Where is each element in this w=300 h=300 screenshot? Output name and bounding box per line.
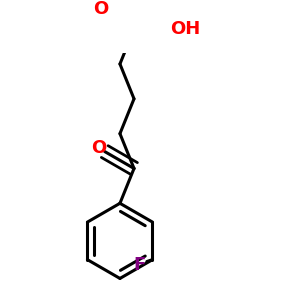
Text: O: O	[92, 139, 107, 157]
Text: F: F	[133, 256, 145, 274]
Text: O: O	[93, 0, 108, 18]
Text: OH: OH	[170, 20, 200, 38]
